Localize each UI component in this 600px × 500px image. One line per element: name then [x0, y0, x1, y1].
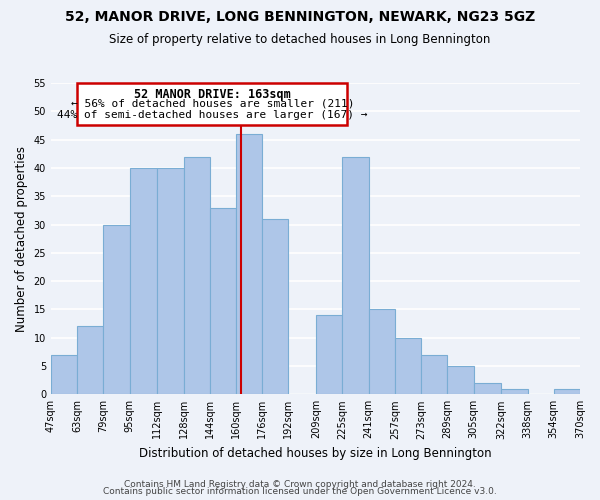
FancyBboxPatch shape [77, 83, 347, 126]
Bar [448, 366, 473, 394]
Bar [343, 156, 368, 394]
Bar [184, 156, 210, 394]
Bar [130, 168, 157, 394]
Text: 52 MANOR DRIVE: 163sqm: 52 MANOR DRIVE: 163sqm [134, 88, 290, 101]
Bar [421, 354, 448, 395]
Bar [157, 168, 184, 394]
Bar [316, 315, 343, 394]
Text: 44% of semi-detached houses are larger (167) →: 44% of semi-detached houses are larger (… [57, 110, 368, 120]
Text: 52, MANOR DRIVE, LONG BENNINGTON, NEWARK, NG23 5GZ: 52, MANOR DRIVE, LONG BENNINGTON, NEWARK… [65, 10, 535, 24]
Bar [51, 354, 77, 395]
Bar [368, 310, 395, 394]
Bar [473, 383, 502, 394]
Text: Contains public sector information licensed under the Open Government Licence v3: Contains public sector information licen… [103, 487, 497, 496]
Bar [502, 388, 527, 394]
Bar [236, 134, 262, 394]
Bar [262, 219, 289, 394]
Bar [395, 338, 421, 394]
Text: ← 56% of detached houses are smaller (211): ← 56% of detached houses are smaller (21… [71, 99, 354, 109]
Bar [103, 224, 130, 394]
Bar [210, 208, 236, 394]
Text: Size of property relative to detached houses in Long Bennington: Size of property relative to detached ho… [109, 32, 491, 46]
Y-axis label: Number of detached properties: Number of detached properties [15, 146, 28, 332]
X-axis label: Distribution of detached houses by size in Long Bennington: Distribution of detached houses by size … [139, 447, 492, 460]
Bar [554, 388, 580, 394]
Text: Contains HM Land Registry data © Crown copyright and database right 2024.: Contains HM Land Registry data © Crown c… [124, 480, 476, 489]
Bar [77, 326, 103, 394]
